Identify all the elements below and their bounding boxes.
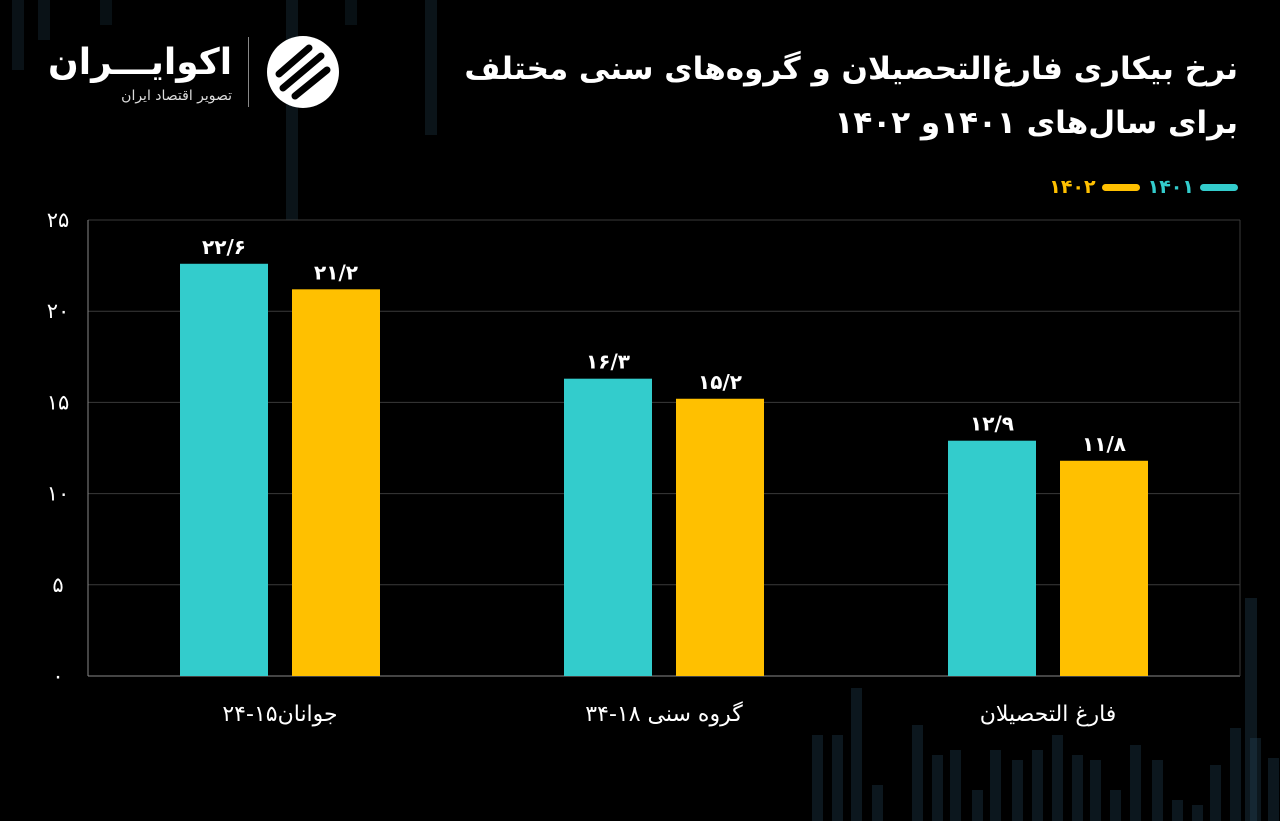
bar-1401: [948, 440, 1036, 676]
data-label: ۱۲/۹: [970, 412, 1014, 436]
background-bar: [425, 0, 437, 135]
chart-title: نرخ بیکاری فارغ‌التحصیلان و گروه‌های سنی…: [338, 42, 1238, 150]
background-bar: [1130, 745, 1141, 821]
background-bar: [100, 0, 112, 25]
background-bar: [872, 785, 883, 821]
background-bar: [1110, 790, 1121, 821]
data-label: ۱۱/۸: [1082, 432, 1126, 456]
legend-item-1401: ۱۴۰۱: [1148, 176, 1238, 198]
legend-label-1401: ۱۴۰۱: [1147, 176, 1194, 198]
category-label: فارغ التحصیلان: [980, 702, 1117, 727]
background-bar: [1192, 805, 1203, 821]
background-bar: [1012, 760, 1023, 821]
chart-title-line-1: نرخ بیکاری فارغ‌التحصیلان و گروه‌های سنی…: [464, 51, 1238, 87]
bar-1401: [564, 378, 652, 676]
background-bar: [1245, 598, 1257, 821]
background-bar: [990, 750, 1001, 821]
logo-divider: [248, 37, 250, 107]
chart-title-line-2: برای سال‌های ۱۴۰۱و ۱۴۰۲: [834, 105, 1238, 141]
data-label: ۲۱/۲: [314, 260, 358, 284]
background-bar: [851, 688, 862, 821]
background-bar: [1152, 760, 1163, 821]
background-bar: [812, 735, 823, 821]
background-bar: [1052, 735, 1063, 821]
background-bar: [1032, 750, 1043, 821]
background-bar: [1230, 728, 1241, 821]
bar-1401: [180, 263, 268, 676]
data-label: ۲۲/۶: [202, 235, 246, 259]
background-bar: [1072, 755, 1083, 821]
bar-1402: [676, 398, 764, 676]
y-tick-label: ۲۵: [47, 208, 70, 232]
bar-1402: [1060, 460, 1148, 676]
legend-swatch-1401: [1200, 183, 1238, 191]
data-label: ۱۶/۳: [586, 350, 630, 374]
background-bar: [950, 750, 961, 821]
legend-swatch-1402: [1101, 183, 1140, 191]
y-tick-label: ۱۵: [47, 390, 70, 414]
y-tick-label: ۵: [52, 573, 63, 597]
background-bar: [972, 790, 983, 821]
logo-name: اکوایـــران: [48, 42, 233, 83]
legend-label-1402: ۱۴۰۲: [1049, 176, 1096, 198]
category-label: جوانان۱۵-۲۴: [222, 702, 337, 727]
background-bar: [1172, 800, 1183, 821]
background-bar: [1268, 758, 1279, 821]
logo-text: اکوایـــران تصویر اقتصاد ایران: [48, 40, 232, 104]
background-bar: [38, 0, 50, 40]
logo-subtitle: تصویر اقتصاد ایران: [121, 88, 233, 104]
background-bar: [832, 735, 843, 821]
legend-item-1402: ۱۴۰۲: [1049, 176, 1140, 198]
y-tick-label: ۲۰: [47, 299, 70, 323]
background-bar: [12, 0, 24, 70]
background-bar: [1210, 765, 1221, 821]
logo: اکوایـــران تصویر اقتصاد ایران: [48, 34, 341, 110]
background-bar: [1250, 738, 1261, 821]
y-tick-label: ۰: [52, 664, 63, 688]
background-bar: [345, 0, 357, 25]
data-label: ۱۵/۲: [698, 370, 742, 394]
background-bar: [912, 725, 923, 821]
ecoiran-logo-icon: [267, 36, 340, 108]
background-bar: [932, 755, 943, 821]
bar-1402: [292, 289, 380, 676]
y-tick-label: ۱۰: [47, 482, 70, 506]
legend: ۱۴۰۱ ۱۴۰۲: [1049, 176, 1238, 198]
category-label: گروه سنی ۱۸-۳۴: [585, 701, 743, 727]
background-bar: [1090, 760, 1101, 821]
